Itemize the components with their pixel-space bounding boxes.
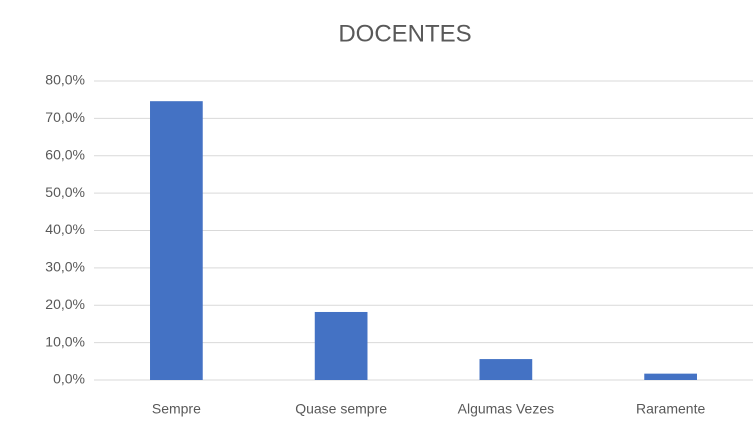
y-tick-label: 80,0% — [45, 72, 85, 88]
x-tick-label: Sempre — [152, 401, 201, 417]
bar — [314, 311, 368, 380]
y-tick-label: 50,0% — [45, 184, 85, 200]
y-tick-label: 0,0% — [53, 371, 85, 387]
y-tick-label: 10,0% — [45, 333, 85, 349]
y-tick-label: 60,0% — [45, 146, 85, 162]
bar — [150, 101, 203, 381]
bar — [479, 359, 533, 380]
bar — [644, 373, 697, 380]
y-tick-label: 20,0% — [45, 296, 85, 312]
x-tick-label: Algumas Vezes — [458, 401, 555, 417]
y-tick-label: 30,0% — [45, 259, 85, 275]
x-tick-label: Raramente — [636, 401, 705, 417]
chart-title: DOCENTES — [338, 20, 471, 47]
y-tick-label: 40,0% — [45, 221, 85, 237]
x-tick-label: Quase sempre — [295, 401, 387, 417]
y-tick-label: 70,0% — [45, 109, 85, 125]
